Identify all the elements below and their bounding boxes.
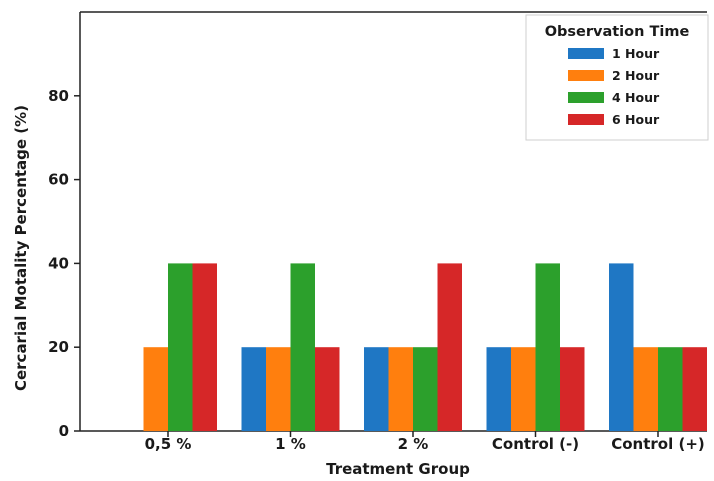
bar xyxy=(486,347,511,431)
bars xyxy=(143,263,707,431)
x-tick-label: 0,5 % xyxy=(145,435,192,453)
legend-swatch xyxy=(568,70,604,81)
bar xyxy=(511,347,536,431)
y-tick-label: 60 xyxy=(48,171,69,189)
bar xyxy=(437,263,462,431)
y-axis-title: Cercarial Motality Percentage (%) xyxy=(12,105,30,391)
legend-label: 6 Hour xyxy=(612,112,660,127)
bar xyxy=(560,347,585,431)
legend: Observation Time 1 Hour 2 Hour 4 Hour 6 Hou… xyxy=(525,14,709,141)
y-tick-label: 0 xyxy=(59,422,69,440)
y-ticks: 0 20 40 60 80 xyxy=(48,87,80,440)
legend-items: 1 Hour 2 Hour 4 Hour 6 Hour xyxy=(568,46,660,127)
bar xyxy=(168,263,193,431)
legend-swatch xyxy=(568,48,604,59)
legend-title: Observation Time xyxy=(545,24,690,40)
bar xyxy=(290,263,315,431)
y-tick-label: 20 xyxy=(48,338,69,356)
x-ticks: 0,5 % 1 % 2 % Control (-) Control (+) xyxy=(145,431,705,453)
x-tick-label: 2 % xyxy=(398,435,429,453)
bar xyxy=(143,347,168,431)
bar xyxy=(364,347,389,431)
y-tick-label: 40 xyxy=(48,254,69,272)
bar xyxy=(658,347,683,431)
legend-label: 2 Hour xyxy=(612,68,660,83)
bar xyxy=(682,347,707,431)
bar xyxy=(315,347,340,431)
bar xyxy=(413,347,438,431)
legend-label: 1 Hour xyxy=(612,46,660,61)
legend-swatch xyxy=(568,92,604,103)
legend-label: 4 Hour xyxy=(612,90,660,105)
bar xyxy=(241,347,266,431)
x-tick-label: 1 % xyxy=(275,435,306,453)
bar xyxy=(633,347,658,431)
bar xyxy=(192,263,217,431)
bar xyxy=(388,347,413,431)
y-tick-label: 80 xyxy=(48,87,69,105)
x-tick-label: Control (+) xyxy=(611,435,705,453)
bar xyxy=(535,263,560,431)
bar xyxy=(266,347,291,431)
legend-box xyxy=(525,14,709,141)
legend-swatch xyxy=(568,114,604,125)
x-axis-title: Treatment Group xyxy=(326,460,470,478)
x-tick-label: Control (-) xyxy=(492,435,579,453)
bar xyxy=(609,263,634,431)
